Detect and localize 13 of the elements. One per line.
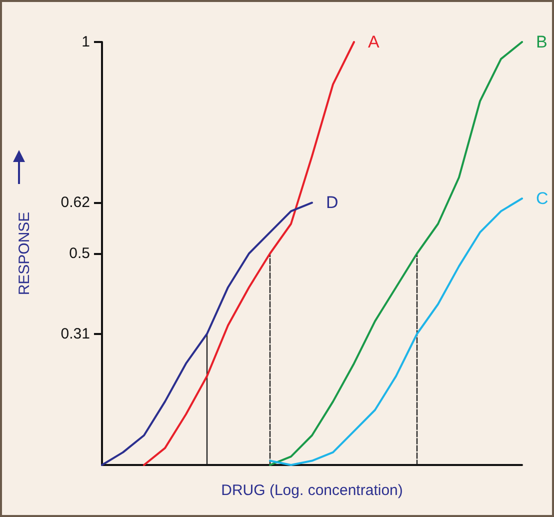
y-tick-label: 0.31: [60, 325, 90, 342]
y-tick-label: 1: [82, 34, 90, 50]
y-tick-label: 0.62: [60, 194, 90, 212]
y-axis-title: RESPONSE: [16, 212, 33, 296]
line-series: [101, 202, 313, 466]
x-axis-title: DRUG (Log. concentration): [221, 482, 403, 499]
series-label: B: [536, 32, 548, 52]
series-label: C: [536, 189, 548, 208]
line-series: [143, 41, 355, 466]
line-series: [269, 198, 523, 466]
series-label: A: [368, 32, 380, 52]
y-tick-label: 0.5: [69, 245, 90, 262]
series-label: D: [326, 193, 338, 212]
